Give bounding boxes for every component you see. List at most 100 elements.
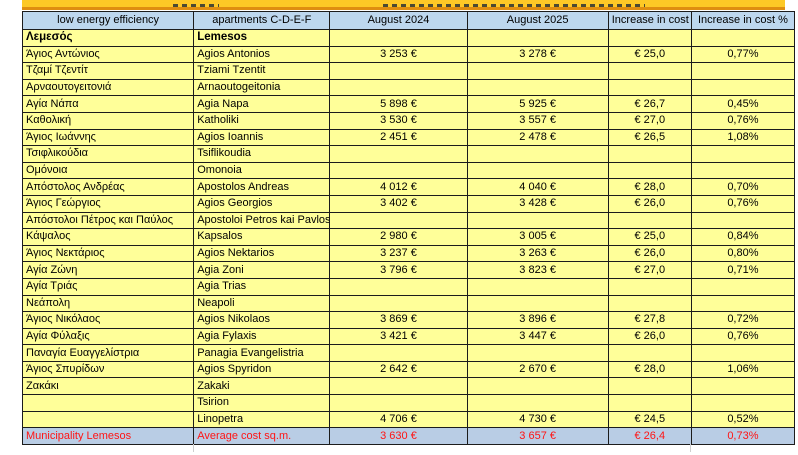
cell-increase-pct[interactable]: 0,52% (690, 410, 796, 429)
cell-greek-name[interactable]: Άγιος Γεώργιος (21, 194, 195, 213)
cell-aug-2025[interactable]: 3 823 € (466, 261, 609, 279)
cell-aug-2024[interactable]: 4 012 € (329, 178, 468, 196)
cell-aug-2024[interactable]: 2 451 € (329, 128, 468, 147)
cell-aug-2024[interactable] (329, 344, 468, 362)
cell-greek-name[interactable]: Καθολική (21, 111, 195, 130)
cell-latin-name[interactable]: Agios Antonios (193, 45, 331, 64)
cell-increase[interactable] (607, 78, 692, 97)
cell-increase-pct[interactable] (690, 294, 796, 313)
cell-aug-2024[interactable]: 3 237 € (329, 244, 468, 263)
cell-aug-2025[interactable] (466, 29, 609, 47)
cell-increase-pct[interactable] (690, 161, 796, 180)
column-header-apartments[interactable]: apartments C-D-E-F (193, 11, 331, 30)
cell-aug-2024[interactable] (329, 29, 468, 47)
cell-latin-name[interactable]: Katholiki (193, 111, 331, 130)
cell-latin-name[interactable]: Average cost sq.m. (193, 427, 331, 445)
cell-increase-pct[interactable]: 0,72% (690, 311, 796, 329)
cell-increase-pct[interactable] (690, 394, 796, 412)
cell-aug-2024[interactable]: 3 402 € (329, 194, 468, 213)
cell-increase-pct[interactable]: 0,73% (690, 427, 796, 445)
cell-latin-name[interactable]: Agios Nikolaos (193, 311, 331, 329)
cell-latin-name[interactable]: Agios Georgios (193, 194, 331, 213)
cell-latin-name[interactable]: Tsirion (193, 394, 331, 412)
cell-increase[interactable]: € 26,0 (607, 244, 692, 263)
cell-greek-name[interactable]: Municipality Lemesos (21, 427, 195, 445)
cell-aug-2025[interactable] (466, 161, 609, 180)
cell-greek-name[interactable]: Άγιος Ιωάννης (21, 128, 195, 147)
cell-aug-2025[interactable]: 3 428 € (466, 194, 609, 213)
cell-increase[interactable]: € 28,0 (607, 178, 692, 196)
cell-latin-name[interactable]: Agios Nektarios (193, 244, 331, 263)
cell-latin-name[interactable]: Apostolos Andreas (193, 178, 331, 196)
cell-aug-2025[interactable] (466, 294, 609, 313)
cell-greek-name[interactable]: Τζαμί Τζεντίτ (21, 62, 195, 80)
cell-greek-name[interactable]: Αγία Ζώνη (21, 261, 195, 279)
cell-latin-name[interactable]: Omonoia (193, 161, 331, 180)
cell-increase[interactable] (607, 145, 692, 163)
cell-aug-2024[interactable] (329, 161, 468, 180)
cell-aug-2025[interactable]: 4 040 € (466, 178, 609, 196)
cell-aug-2025[interactable]: 3 557 € (466, 111, 609, 130)
cell-aug-2025[interactable]: 3 447 € (466, 327, 609, 346)
column-header-august-2025[interactable]: August 2025 (466, 11, 609, 30)
cell-aug-2025[interactable] (466, 344, 609, 362)
cell-aug-2024[interactable]: 4 706 € (329, 410, 468, 429)
cell-latin-name[interactable]: Agia Napa (193, 95, 331, 113)
cell-increase[interactable] (607, 29, 692, 47)
column-header-increase-in-cost[interactable]: Increase in cost (607, 11, 692, 30)
cell-latin-name[interactable]: Agia Fylaxis (193, 327, 331, 346)
cell-greek-name[interactable]: Άγιος Αντώνιος (21, 45, 195, 64)
cell-aug-2024[interactable] (329, 394, 468, 412)
cell-latin-name[interactable]: Linopetra (193, 410, 331, 429)
cell-latin-name[interactable]: Apostoloi Petros kai Pavlos (193, 211, 331, 230)
cell-aug-2025[interactable]: 4 730 € (466, 410, 609, 429)
cell-increase-pct[interactable]: 1,06% (690, 360, 796, 379)
cell-increase[interactable]: € 27,8 (607, 311, 692, 329)
cell-increase-pct[interactable] (690, 145, 796, 163)
column-header-low-energy-efficiency[interactable]: low energy efficiency (21, 11, 195, 30)
cell-increase-pct[interactable] (690, 344, 796, 362)
cell-greek-name[interactable]: Κάψαλος (21, 228, 195, 246)
cell-aug-2025[interactable]: 3 005 € (466, 228, 609, 246)
cell-aug-2025[interactable]: 3 263 € (466, 244, 609, 263)
cell-increase[interactable] (607, 377, 692, 396)
cell-increase[interactable] (607, 344, 692, 362)
cell-aug-2024[interactable]: 2 980 € (329, 228, 468, 246)
cell-aug-2024[interactable]: 3 869 € (329, 311, 468, 329)
cell-greek-name[interactable]: Αγία Τριάς (21, 277, 195, 296)
cell-increase-pct[interactable] (690, 211, 796, 230)
cell-latin-name[interactable]: Panagia Evangelistria (193, 344, 331, 362)
cell-aug-2024[interactable] (329, 377, 468, 396)
cell-aug-2024[interactable] (329, 62, 468, 80)
cell-greek-name[interactable] (21, 394, 195, 412)
column-header-increase-in-cost-pct[interactable]: Increase in cost % (690, 11, 796, 30)
cell-increase[interactable]: € 27,0 (607, 111, 692, 130)
cell-aug-2025[interactable] (466, 145, 609, 163)
cell-increase-pct[interactable] (690, 29, 796, 47)
cell-aug-2025[interactable] (466, 277, 609, 296)
cell-increase[interactable]: € 25,0 (607, 45, 692, 64)
cell-increase[interactable]: € 28,0 (607, 360, 692, 379)
cell-aug-2025[interactable] (466, 211, 609, 230)
cell-increase-pct[interactable] (690, 78, 796, 97)
cell-aug-2025[interactable] (466, 377, 609, 396)
cell-greek-name[interactable]: Αρναουτογειτονιά (21, 78, 195, 97)
cell-aug-2025[interactable]: 3 657 € (466, 427, 609, 445)
cell-greek-name[interactable]: Λεμεσός (21, 29, 195, 47)
cell-increase-pct[interactable]: 0,84% (690, 228, 796, 246)
cell-increase[interactable] (607, 277, 692, 296)
cell-increase[interactable]: € 26,5 (607, 128, 692, 147)
cell-latin-name[interactable]: Kapsalos (193, 228, 331, 246)
cell-increase-pct[interactable]: 0,45% (690, 95, 796, 113)
cell-greek-name[interactable]: Αγία Νάπα (21, 95, 195, 113)
cell-latin-name[interactable]: Tsiflikoudia (193, 145, 331, 163)
cell-greek-name[interactable]: Ομόνοια (21, 161, 195, 180)
cell-greek-name[interactable]: Ζακάκι (21, 377, 195, 396)
cell-increase-pct[interactable]: 1,08% (690, 128, 796, 147)
cell-increase-pct[interactable] (690, 277, 796, 296)
cell-greek-name[interactable]: Απόστολοι Πέτρος και Παύλος (21, 211, 195, 230)
cell-latin-name[interactable]: Neapoli (193, 294, 331, 313)
cell-greek-name[interactable]: Αγία Φύλαξις (21, 327, 195, 346)
cell-aug-2025[interactable]: 5 925 € (466, 95, 609, 113)
cell-latin-name[interactable]: Agia Trias (193, 277, 331, 296)
